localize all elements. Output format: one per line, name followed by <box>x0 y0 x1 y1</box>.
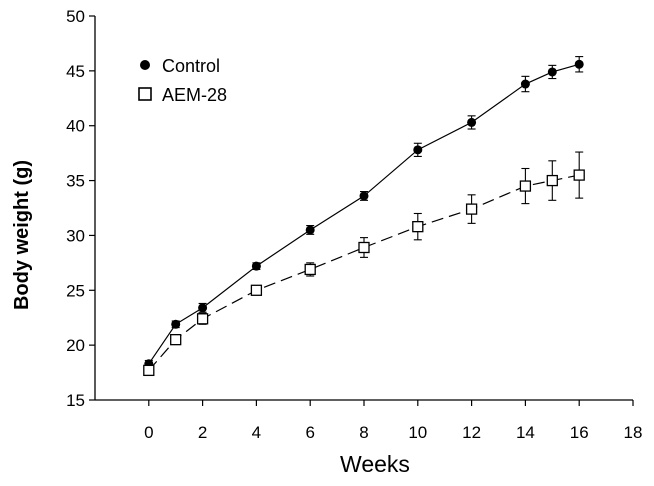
data-point <box>196 313 209 325</box>
data-point <box>251 261 261 271</box>
x-tick-label: 0 <box>144 423 153 442</box>
legend: Control AEM-28 <box>138 56 227 105</box>
data-point <box>413 145 423 155</box>
data-point <box>412 221 424 233</box>
data-point <box>198 303 208 313</box>
y-tick-label: 30 <box>66 226 85 245</box>
y-tick-label: 45 <box>66 62 85 81</box>
x-tick-label: 16 <box>570 423 589 442</box>
data-point <box>546 174 558 187</box>
data-point <box>467 117 477 127</box>
y-tick-label: 15 <box>66 391 85 410</box>
series-line-2 <box>148 174 580 371</box>
x-tick-label: 8 <box>359 423 368 442</box>
y-tick-label: 50 <box>66 7 85 26</box>
y-tick-label: 20 <box>66 336 85 355</box>
legend-control-marker <box>140 60 150 70</box>
x-tick-label: 14 <box>516 423 535 442</box>
plot-area: 15 20 25 30 35 40 45 50 0 2 4 6 8 10 12 14 16 18 <box>66 7 642 442</box>
data-point <box>170 334 182 346</box>
x-axis-title: Weeks <box>340 451 410 477</box>
data-point <box>358 241 370 254</box>
data-point <box>465 203 478 215</box>
legend-aem28-marker <box>138 87 152 101</box>
y-tick-label: 25 <box>66 281 85 300</box>
x-tick-label: 12 <box>462 423 481 442</box>
legend-control-label: Control <box>162 56 220 76</box>
data-point <box>305 225 315 235</box>
data-point <box>171 319 181 329</box>
data-point <box>547 67 557 77</box>
data-point <box>359 191 369 201</box>
data-point <box>143 364 155 377</box>
data-point <box>573 169 585 181</box>
data-point <box>574 59 584 69</box>
x-tick-label: 6 <box>305 423 314 442</box>
y-axis-title: Body weight (g) <box>11 160 33 310</box>
series-line-1 <box>148 63 580 365</box>
x-tick-label: 18 <box>624 423 643 442</box>
y-tick-label: 40 <box>66 117 85 136</box>
data-point <box>520 79 530 89</box>
data-point <box>250 284 263 296</box>
x-tick-label: 4 <box>252 423 261 442</box>
data-point <box>304 263 316 276</box>
legend-aem28-label: AEM-28 <box>162 85 227 105</box>
x-tick-label: 10 <box>408 423 427 442</box>
x-tick-label: 2 <box>198 423 207 442</box>
y-tick-label: 35 <box>66 172 85 191</box>
data-point <box>519 180 532 192</box>
